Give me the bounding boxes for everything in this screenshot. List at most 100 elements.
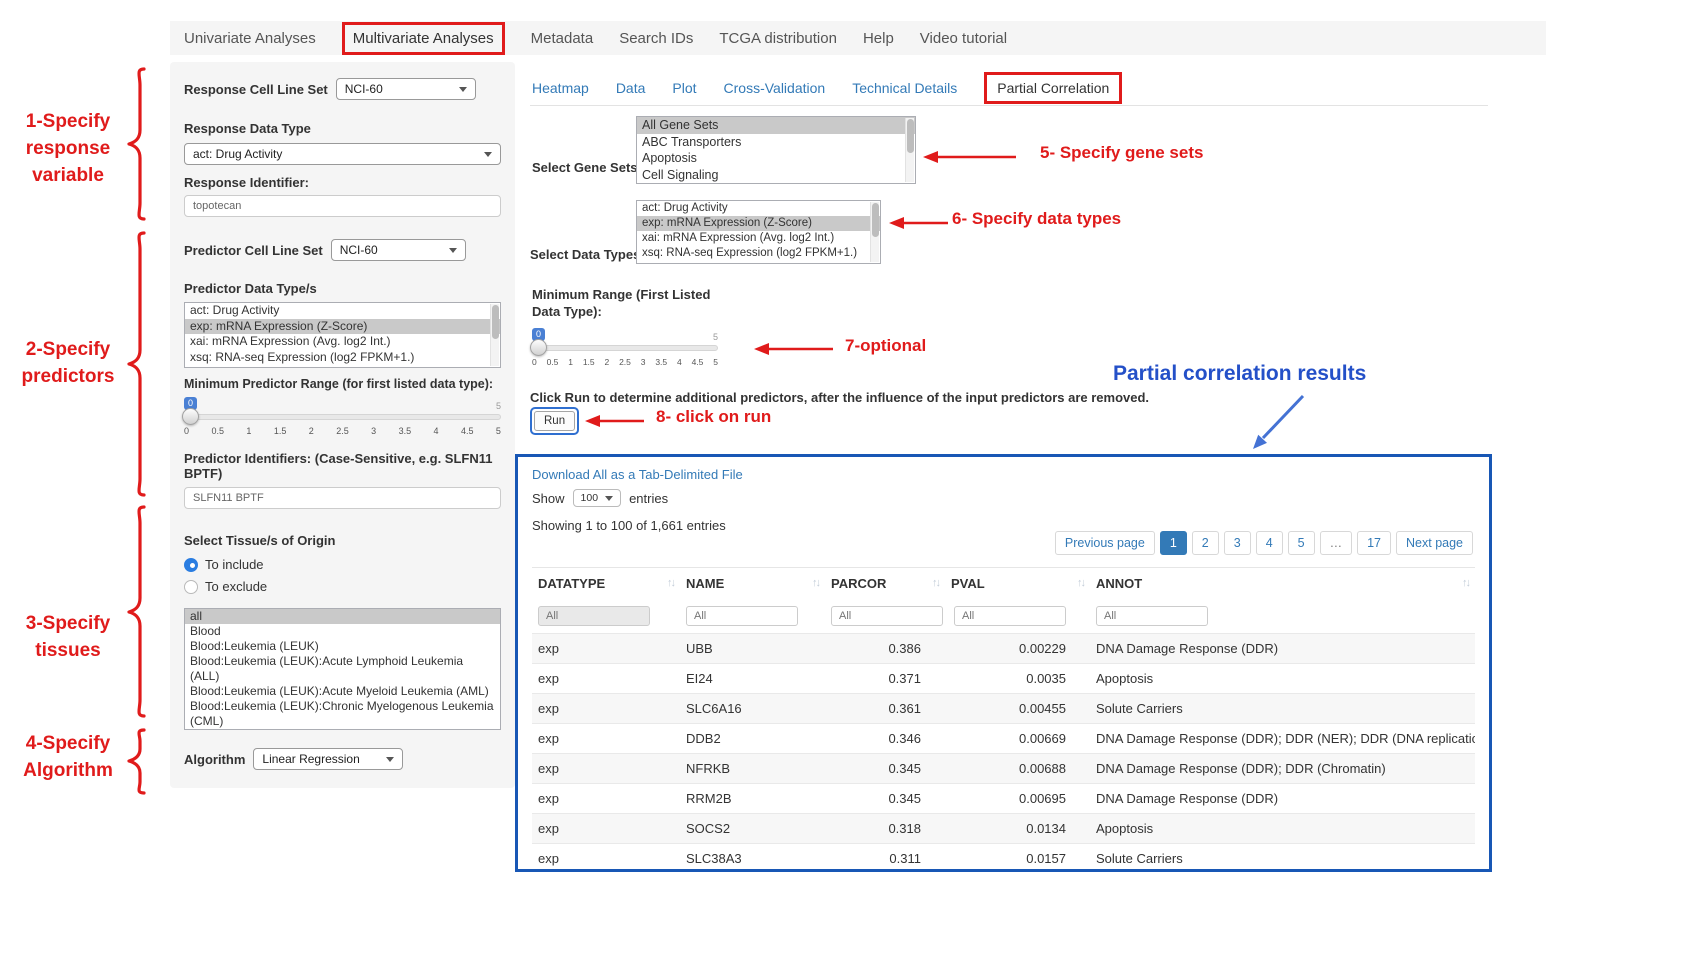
tab-technical-details[interactable]: Technical Details (852, 80, 958, 96)
tab-data[interactable]: Data (615, 80, 646, 96)
arrow-step7 (754, 343, 833, 355)
page-button-5[interactable]: 5 (1287, 531, 1315, 555)
tab-heatmap[interactable]: Heatmap (532, 80, 589, 96)
scrollbar-track (870, 202, 879, 262)
show-label: Show (532, 490, 565, 506)
cell-pval: 0.00455 (1019, 701, 1066, 716)
list-option[interactable]: Blood:Leukemia (LEUK):Acute Myeloid Leuk… (190, 684, 489, 698)
nav-multivariate-analyses[interactable]: Multivariate Analyses (341, 21, 505, 55)
nav-tcga-distribution[interactable]: TCGA distribution (719, 29, 837, 47)
list-option[interactable]: act: Drug Activity (642, 202, 728, 214)
predictor-cell-line-set-select[interactable]: NCI-60 (330, 239, 466, 261)
table-header-row: DATATYPE ↑↓ NAME ↑↓ PARCOR ↑↓ PVAL ↑↓ (532, 567, 1475, 599)
list-option-selected[interactable]: exp: mRNA Expression (Z-Score) (637, 216, 880, 231)
scrollbar-thumb[interactable] (907, 119, 914, 153)
run-button[interactable]: Run (534, 411, 576, 431)
list-option[interactable]: xsq: RNA-seq Expression (log2 FPKM+1.) (190, 349, 415, 364)
filter-parcor-input[interactable] (831, 606, 943, 626)
cell-annot: Apoptosis (1096, 671, 1154, 686)
page-length-select[interactable]: 100 (572, 489, 622, 507)
algorithm-select[interactable]: Linear Regression (253, 748, 404, 770)
tissue-include-radio[interactable]: To include (184, 557, 501, 572)
list-option-selected[interactable]: All Gene Sets (637, 117, 915, 134)
filter-datatype-input[interactable] (538, 606, 650, 626)
column-label: PVAL (951, 576, 985, 591)
cell-parcor: 0.386 (888, 641, 921, 656)
tick: 1.5 (582, 357, 595, 367)
page-button-2[interactable]: 2 (1191, 531, 1219, 555)
list-option[interactable]: xsq: RNA-seq Expression (log2 FPKM+1.) (642, 247, 858, 259)
list-option[interactable]: Blood:Leukemia (LEUK):Chronic Myelogenou… (190, 699, 494, 728)
min-predictor-range-slider: 0 5 0 0.5 1 1.5 2 2.5 3 3.5 4 4.5 5 (182, 397, 501, 443)
tab-plot[interactable]: Plot (672, 80, 697, 96)
page-button-17[interactable]: 17 (1357, 531, 1392, 555)
cell-parcor: 0.371 (888, 671, 921, 686)
column-header-datatype[interactable]: DATATYPE ↑↓ (532, 567, 680, 599)
nav-search-ids[interactable]: Search IDs (619, 29, 694, 47)
nav-help[interactable]: Help (862, 29, 894, 47)
chevron-down-icon (458, 86, 467, 92)
cell-datatype: exp (538, 821, 559, 836)
algorithm-row: Algorithm Linear Regression (184, 748, 501, 770)
list-option[interactable]: xai: mRNA Expression (Avg. log2 Int.) (642, 232, 835, 244)
cell-parcor: 0.345 (888, 761, 921, 776)
table-row: exp NFRKB 0.345 0.00688 DNA Damage Respo… (532, 753, 1475, 784)
list-option[interactable]: Blood (190, 624, 221, 638)
filter-name-input[interactable] (686, 606, 798, 626)
filter-annot-input[interactable] (1096, 606, 1208, 626)
column-header-pval[interactable]: PVAL ↑↓ (945, 567, 1090, 599)
next-page-button[interactable]: Next page (1396, 531, 1473, 555)
chevron-down-icon (484, 151, 492, 157)
column-header-parcor[interactable]: PARCOR ↑↓ (825, 567, 945, 599)
page-button-3[interactable]: 3 (1223, 531, 1251, 555)
tab-partial-correlation[interactable]: Partial Correlation (984, 72, 1123, 104)
arrow-step8 (585, 415, 644, 427)
tab-cross-validation[interactable]: Cross-Validation (723, 80, 826, 96)
tissue-exclude-radio[interactable]: To exclude (184, 579, 501, 594)
list-option-selected[interactable]: exp: mRNA Expression (Z-Score) (185, 318, 500, 334)
slider-handle[interactable] (530, 339, 547, 356)
nav-metadata[interactable]: Metadata (530, 29, 594, 47)
response-identifier-input[interactable] (184, 195, 501, 217)
list-option[interactable]: act: Drug Activity (190, 303, 280, 317)
response-data-type-select[interactable]: act: Drug Activity (184, 143, 501, 165)
list-option[interactable]: Apoptosis (642, 151, 697, 165)
slider-handle[interactable] (182, 408, 199, 425)
page-button-1[interactable]: 1 (1159, 531, 1187, 555)
cell-datatype: exp (538, 641, 559, 656)
response-cell-line-set-label: Response Cell Line Set (184, 81, 328, 97)
column-header-annot[interactable]: ANNOT ↑↓ (1090, 567, 1475, 599)
list-option[interactable]: Cell Signaling (642, 167, 719, 182)
chevron-down-icon (448, 247, 457, 253)
annotation-step3: 3-Specify tissues (25, 613, 111, 661)
list-option-selected[interactable]: all (185, 609, 500, 624)
nav-video-tutorial[interactable]: Video tutorial (919, 29, 1008, 47)
annotation-step6: 6- Specify data types (952, 209, 1122, 228)
slider-track[interactable] (184, 414, 501, 420)
cell-annot: Solute Carriers (1096, 851, 1183, 866)
download-all-link[interactable]: Download All as a Tab-Delimited File (532, 467, 743, 482)
slider-ticks: 0 0.5 1 1.5 2 2.5 3 3.5 4 4.5 5 (532, 357, 718, 367)
nav-univariate-analyses[interactable]: Univariate Analyses (184, 29, 316, 47)
slider-track[interactable] (532, 345, 718, 351)
filter-pval-input[interactable] (954, 606, 1066, 626)
gene-sets-label: Select Gene Sets (532, 160, 638, 175)
previous-page-button[interactable]: Previous page (1054, 531, 1155, 555)
list-option[interactable]: ABC Transporters (642, 134, 742, 149)
scrollbar-thumb[interactable] (492, 305, 499, 339)
list-option[interactable]: Blood:Leukemia (LEUK):Acute Lymphoid Leu… (190, 654, 464, 683)
table-row: exp DDB2 0.346 0.00669 DNA Damage Respon… (532, 723, 1475, 754)
chevron-down-icon (605, 495, 614, 501)
response-cell-line-set-select[interactable]: NCI-60 (335, 78, 476, 100)
scrollbar-thumb[interactable] (872, 203, 879, 237)
list-option[interactable]: Blood:Leukemia (LEUK) (190, 639, 319, 653)
tick: 4.5 (460, 426, 474, 436)
column-header-name[interactable]: NAME ↑↓ (680, 567, 825, 599)
page-button-4[interactable]: 4 (1255, 531, 1283, 555)
gene-sets-listbox: All Gene Sets ABC Transporters Apoptosis… (636, 116, 916, 184)
cell-datatype: exp (538, 791, 559, 806)
scrollbar-track (490, 304, 499, 366)
predictor-identifiers-input[interactable] (184, 487, 501, 509)
min-predictor-range-label: Minimum Predictor Range (for first liste… (184, 377, 494, 391)
list-option[interactable]: xai: mRNA Expression (Avg. log2 Int.) (190, 334, 391, 348)
